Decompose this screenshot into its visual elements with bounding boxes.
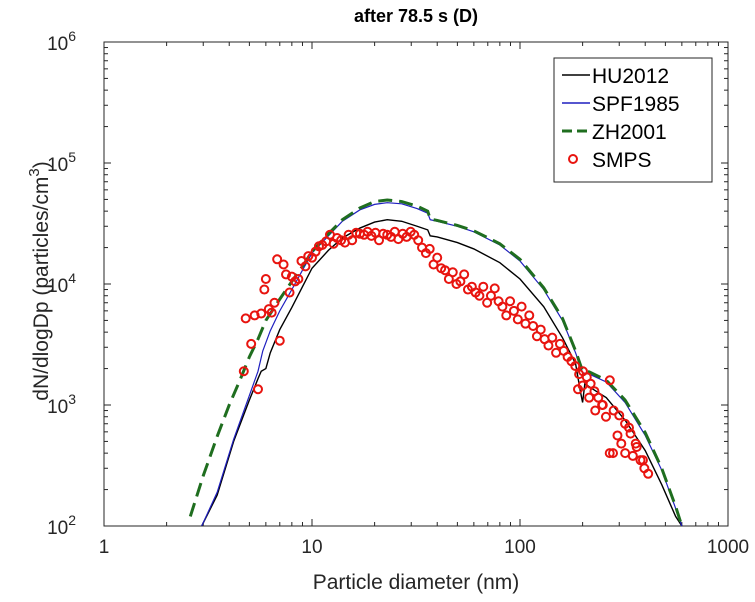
legend: HU2012 SPF1985 ZH2001 SMPS bbox=[553, 57, 713, 183]
smps-marker bbox=[238, 366, 249, 377]
smps-marker bbox=[528, 320, 539, 331]
smps-marker bbox=[413, 235, 424, 246]
smps-marker bbox=[543, 340, 554, 351]
smps-marker bbox=[614, 410, 625, 421]
series-smps bbox=[238, 226, 654, 479]
plot-area bbox=[188, 198, 684, 526]
smps-marker bbox=[269, 297, 280, 308]
legend-label-zh2001: ZH2001 bbox=[592, 121, 667, 144]
y-axis-label-main: dN/dlogDp (particles/cm bbox=[30, 177, 53, 401]
x-tick-label: 100 bbox=[504, 537, 536, 558]
smps-marker bbox=[347, 235, 358, 246]
smps-marker bbox=[612, 430, 623, 441]
smps-marker bbox=[256, 308, 267, 319]
x-tick-label: 10 bbox=[301, 537, 322, 558]
smps-marker bbox=[266, 307, 277, 318]
smps-marker bbox=[616, 438, 627, 449]
smps-marker bbox=[485, 290, 496, 301]
series-zh2001-line bbox=[188, 198, 684, 526]
smps-marker bbox=[281, 269, 292, 280]
smps-marker bbox=[272, 254, 283, 265]
smps-marker bbox=[459, 269, 470, 280]
smps-marker bbox=[246, 338, 257, 349]
smps-marker bbox=[608, 405, 619, 416]
smps-marker bbox=[274, 335, 285, 346]
y-tick-label: 103 bbox=[47, 391, 76, 418]
smps-marker bbox=[259, 284, 270, 295]
smps-marker bbox=[608, 448, 619, 459]
smps-marker bbox=[474, 290, 485, 301]
x-axis-label: Particle diameter (nm) bbox=[313, 571, 520, 594]
smps-marker bbox=[432, 252, 443, 263]
y-axis-label-exponent: 3 bbox=[26, 168, 43, 176]
smps-marker bbox=[600, 411, 611, 422]
smps-marker bbox=[570, 361, 581, 372]
smps-marker bbox=[577, 380, 588, 391]
smps-marker bbox=[547, 332, 558, 343]
x-tick-label: 1000 bbox=[707, 537, 749, 558]
y-axis-label-close: ) bbox=[30, 161, 53, 168]
axis-ticks: 1 10 100 1000 102 103 104 105 106 bbox=[47, 28, 749, 558]
smps-marker bbox=[643, 468, 654, 479]
smps-marker bbox=[516, 301, 527, 312]
smps-marker bbox=[478, 281, 489, 292]
smps-marker bbox=[535, 324, 546, 335]
smps-marker bbox=[424, 243, 435, 254]
smps-marker bbox=[524, 310, 535, 321]
smps-marker bbox=[512, 314, 523, 325]
smps-marker bbox=[637, 455, 648, 466]
legend-box bbox=[553, 57, 713, 183]
y-tick-label: 105 bbox=[47, 149, 76, 176]
smps-marker bbox=[252, 384, 263, 395]
series-spf1985-line bbox=[201, 202, 683, 526]
smps-marker bbox=[240, 313, 251, 324]
smps-marker bbox=[284, 287, 295, 298]
y-tick-label: 106 bbox=[47, 28, 76, 55]
y-axis-label: dN/dlogDp (particles/cm3) bbox=[26, 161, 53, 400]
smps-marker bbox=[620, 418, 631, 429]
smps-marker bbox=[590, 405, 601, 416]
smps-marker bbox=[627, 450, 638, 461]
legend-swatch-smps bbox=[568, 154, 578, 164]
y-tick-label: 104 bbox=[47, 270, 76, 297]
smps-marker bbox=[604, 375, 615, 386]
smps-marker bbox=[630, 438, 641, 449]
series-hu2012-line bbox=[201, 218, 683, 526]
smps-marker bbox=[447, 267, 458, 278]
chart-title: after 78.5 s (D) bbox=[354, 6, 478, 26]
legend-label-spf1985: SPF1985 bbox=[592, 93, 680, 116]
smps-marker bbox=[505, 296, 516, 307]
series-layer bbox=[188, 198, 684, 526]
smps-marker bbox=[293, 273, 304, 284]
smps-marker bbox=[260, 273, 271, 284]
legend-label-smps: SMPS bbox=[592, 149, 652, 172]
legend-label-hu2012: HU2012 bbox=[592, 65, 669, 88]
x-tick-label: 1 bbox=[99, 537, 110, 558]
smps-marker bbox=[593, 392, 604, 403]
smps-marker bbox=[278, 259, 289, 270]
smps-marker bbox=[584, 392, 595, 403]
smps-marker bbox=[604, 448, 615, 459]
smps-marker bbox=[625, 428, 636, 439]
smps-marker bbox=[300, 261, 311, 272]
y-tick-label: 102 bbox=[47, 512, 76, 539]
smps-marker bbox=[497, 301, 508, 312]
smps-marker bbox=[489, 283, 500, 294]
smps-marker bbox=[501, 310, 512, 321]
smps-marker bbox=[597, 400, 608, 410]
smps-marker bbox=[508, 305, 519, 316]
